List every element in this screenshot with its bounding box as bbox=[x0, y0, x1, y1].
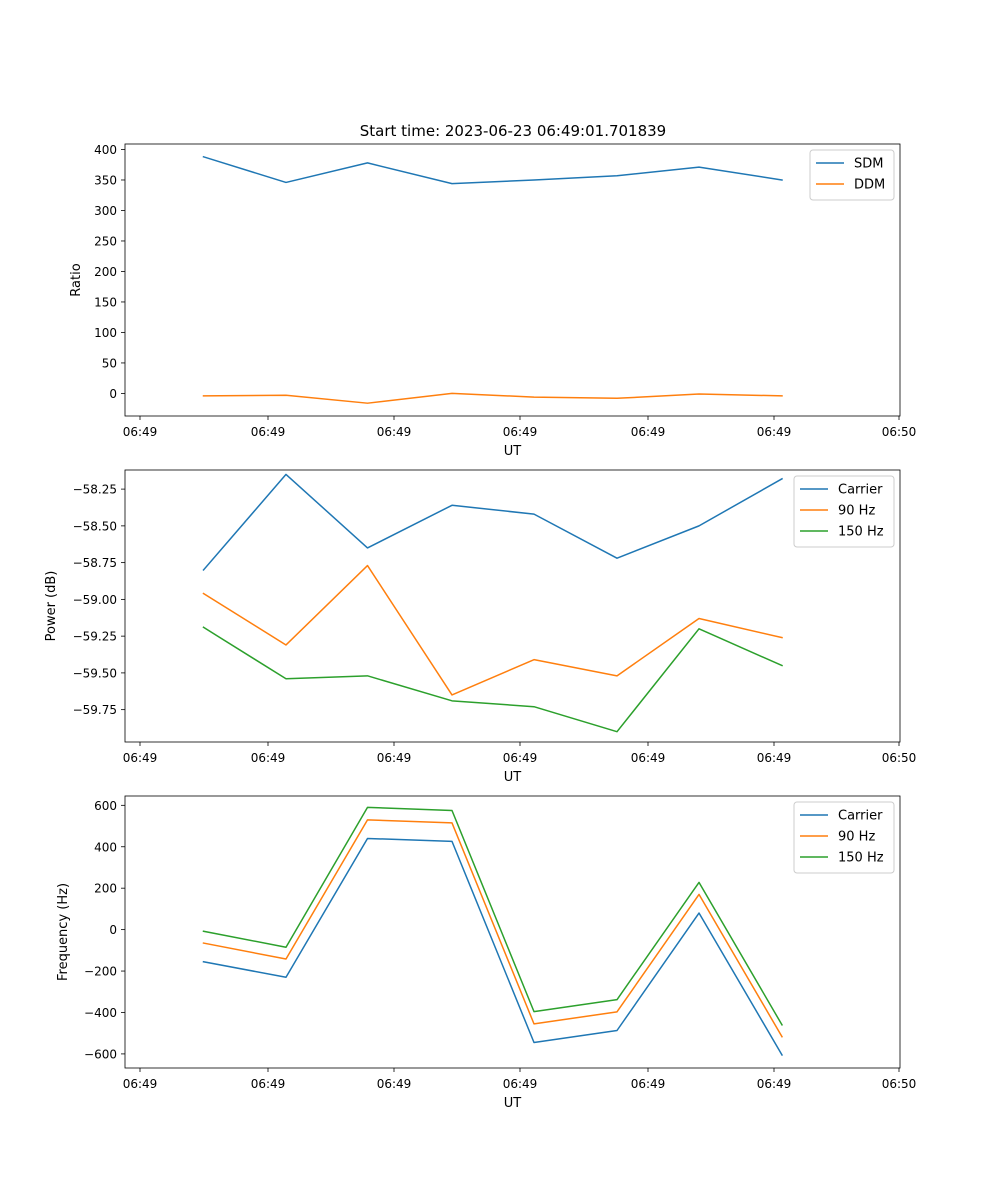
y-tick-label: −400 bbox=[84, 1006, 117, 1020]
y-tick-label: −58.75 bbox=[73, 556, 117, 570]
x-tick-label: 06:49 bbox=[503, 751, 538, 765]
y-tick-label: −200 bbox=[84, 965, 117, 979]
legend-frame bbox=[793, 801, 895, 874]
x-tick-label: 06:49 bbox=[503, 1077, 538, 1091]
y-tick-label: 200 bbox=[94, 882, 117, 896]
x-tick-label: 06:49 bbox=[757, 425, 792, 439]
figure-title: Start time: 2023-06-23 06:49:01.701839 bbox=[360, 122, 666, 140]
x-tick-label: 06:49 bbox=[123, 1077, 158, 1091]
legend-label: 150 Hz bbox=[838, 851, 884, 866]
y-tick-label: 50 bbox=[102, 356, 117, 370]
x-axis-label: UT bbox=[504, 770, 522, 785]
series-line-3 bbox=[202, 626, 783, 733]
x-tick-label: 06:49 bbox=[503, 425, 538, 439]
x-tick-label: 06:49 bbox=[631, 1077, 666, 1091]
x-tick-label: 06:50 bbox=[882, 425, 917, 439]
x-tick-label: 06:50 bbox=[882, 751, 917, 765]
series-line-2 bbox=[202, 819, 784, 1038]
x-tick-label: 06:50 bbox=[882, 1077, 917, 1091]
axes-frame bbox=[124, 469, 901, 743]
y-tick-label: −58.25 bbox=[73, 483, 117, 497]
legend-label: 90 Hz bbox=[838, 504, 875, 519]
x-tick-label: 06:49 bbox=[631, 425, 666, 439]
legend-label: Carrier bbox=[838, 483, 883, 498]
legend: Carrier 90 Hz 150 Hz bbox=[793, 475, 895, 548]
x-tick-label: 06:49 bbox=[757, 1077, 792, 1091]
y-tick-label: 600 bbox=[94, 799, 117, 813]
series-line-2 bbox=[202, 564, 783, 696]
y-tick-label: 150 bbox=[94, 295, 117, 309]
y-tick-label: −600 bbox=[84, 1047, 117, 1061]
series-line-1 bbox=[202, 837, 784, 1056]
legend-frame bbox=[793, 475, 895, 548]
series-line-3 bbox=[202, 806, 784, 1026]
x-tick-label: 06:49 bbox=[251, 1077, 286, 1091]
x-tick-label: 06:49 bbox=[251, 425, 286, 439]
y-tick-label: −59.00 bbox=[73, 593, 117, 607]
legend: Carrier 90 Hz 150 Hz bbox=[793, 801, 895, 874]
y-tick-label: 300 bbox=[94, 204, 117, 218]
y-axis-label: Power (dB) bbox=[44, 571, 59, 642]
series-line-1 bbox=[202, 473, 784, 572]
subplot-3: 06:49 06:49 06:49 06:49 06:49 06:49 06:50 −600 −… bbox=[56, 795, 917, 1111]
legend-label: SDM bbox=[854, 157, 883, 172]
y-tick-label: −58.50 bbox=[73, 519, 117, 533]
legend-label: DDM bbox=[854, 178, 885, 193]
x-tick-label: 06:49 bbox=[377, 751, 412, 765]
x-axis-label: UT bbox=[504, 1096, 522, 1111]
y-tick-label: 0 bbox=[109, 387, 117, 401]
y-tick-label: −59.75 bbox=[73, 703, 117, 717]
y-tick-label: −59.25 bbox=[73, 630, 117, 644]
series-line-2 bbox=[202, 392, 783, 404]
y-tick-label: 350 bbox=[94, 173, 117, 187]
legend-label: 150 Hz bbox=[838, 525, 884, 540]
x-tick-label: 06:49 bbox=[123, 751, 158, 765]
y-tick-label: 400 bbox=[94, 840, 117, 854]
legend: SDM DDM bbox=[809, 149, 895, 201]
x-tick-label: 06:49 bbox=[631, 751, 666, 765]
y-tick-label: 100 bbox=[94, 326, 117, 340]
y-axis-label: Ratio bbox=[69, 263, 84, 296]
x-tick-label: 06:49 bbox=[757, 751, 792, 765]
y-tick-label: 250 bbox=[94, 234, 117, 248]
x-tick-label: 06:49 bbox=[251, 751, 286, 765]
x-tick-label: 06:49 bbox=[377, 425, 412, 439]
subplot-1: 06:49 06:49 06:49 06:49 06:49 06:49 06:50 0 50 10… bbox=[69, 143, 916, 459]
y-tick-label: −59.50 bbox=[73, 666, 117, 680]
y-tick-label: 200 bbox=[94, 265, 117, 279]
subplot-panels: 06:49 06:49 06:49 06:49 06:49 06:49 06:50 0 50 10… bbox=[44, 143, 916, 1111]
x-tick-label: 06:49 bbox=[377, 1077, 412, 1091]
y-tick-label: 0 bbox=[109, 923, 117, 937]
series-line-1 bbox=[202, 155, 783, 185]
axes-frame bbox=[124, 795, 901, 1069]
subplot-2: 06:49 06:49 06:49 06:49 06:49 06:49 06:50 −59.7… bbox=[44, 469, 917, 785]
x-tick-label: 06:49 bbox=[123, 425, 158, 439]
y-axis-label: Frequency (Hz) bbox=[56, 883, 71, 981]
legend-label: Carrier bbox=[838, 809, 883, 824]
x-axis-label: UT bbox=[504, 444, 522, 459]
y-tick-label: 400 bbox=[94, 143, 117, 157]
legend-label: 90 Hz bbox=[838, 830, 875, 845]
axes-frame bbox=[124, 143, 901, 417]
